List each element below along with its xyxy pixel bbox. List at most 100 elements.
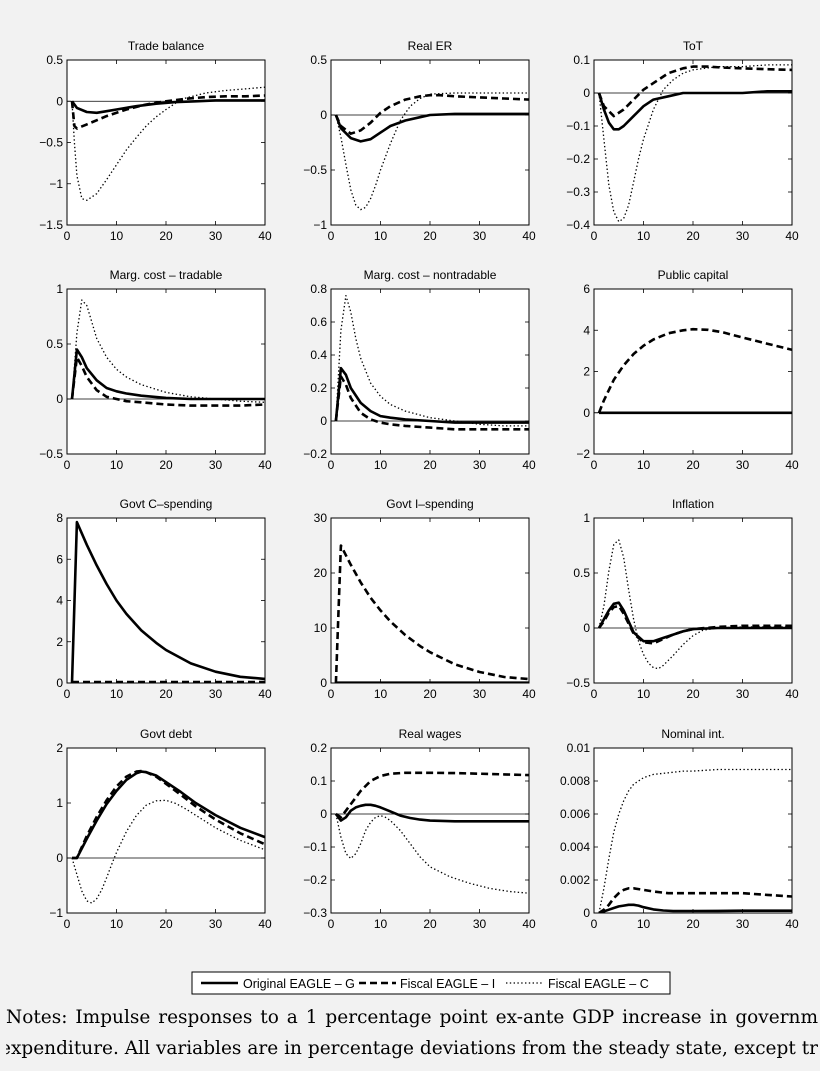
marg-cost-tradable-plot-area [67, 289, 265, 454]
govt-c-spending-ytick-label: 0 [56, 676, 63, 690]
tot-ytick-label: 0.1 [573, 53, 590, 67]
legend-label-original-g: Original EAGLE – G [243, 977, 355, 991]
real-er-xtick-label: 0 [328, 229, 335, 243]
govt-i-spending-xtick-label: 20 [423, 687, 437, 701]
chart-panel-marg-cost-nontradable: Marg. cost – nontradable 0 10 20 30 40 0.8 0.6 0… [303, 268, 536, 472]
inflation-ytick-label: −0.5 [566, 676, 590, 690]
marg-cost-nontradable-ytick-label: 0.6 [310, 315, 327, 329]
real-wages-ytick-label: 0 [320, 807, 327, 821]
tot-ytick-label: −0.2 [566, 152, 590, 166]
real-er-xtick-label: 40 [522, 229, 536, 243]
real-wages-series-dashed [335, 771, 529, 819]
real-wages-ytick-label: −0.2 [303, 873, 327, 887]
real-wages-ytick-label: 0.1 [310, 774, 327, 788]
real-wages-xtick-label: 10 [374, 917, 388, 931]
figure-notes: Notes: Impulse responses to a 1 percenta… [6, 1000, 818, 1071]
public-capital-xtick-label: 20 [686, 458, 700, 472]
marg-cost-nontradable-frame [330, 288, 530, 455]
inflation-xtick-label: 10 [637, 687, 651, 701]
marg-cost-nontradable-series-dashed [334, 375, 529, 431]
inflation-xtick-label: 20 [686, 687, 700, 701]
public-capital-xtick-label: 30 [736, 458, 750, 472]
inflation-plot-area [594, 518, 792, 683]
marg-cost-nontradable-xtick-label: 10 [374, 458, 388, 472]
govt-i-spending-frame [330, 517, 530, 684]
public-capital-ytick-label: 2 [583, 365, 590, 379]
govt-debt-series-dashed [72, 769, 265, 860]
marg-cost-nontradable-title: Marg. cost – nontradable [364, 268, 497, 282]
tot-xtick-label: 10 [637, 229, 651, 243]
govt-i-spending-xtick-label: 40 [522, 687, 536, 701]
nominal-int-ytick-label: 0.006 [560, 807, 590, 821]
govt-debt-xtick-label: 0 [64, 917, 71, 931]
govt-debt-frame [66, 747, 266, 914]
govt-i-spending-ytick-label: 30 [314, 511, 328, 525]
trade-balance-xtick-label: 20 [159, 229, 173, 243]
marg-cost-nontradable-ytick-label: −0.2 [303, 447, 327, 461]
trade-balance-xtick-label: 0 [64, 229, 71, 243]
govt-c-spending-xtick-label: 30 [209, 687, 223, 701]
govt-c-spending-xtick-label: 10 [110, 687, 124, 701]
trade-balance-ytick-label: −1 [49, 177, 63, 191]
nominal-int-xtick-label: 30 [736, 917, 750, 931]
nominal-int-xtick-label: 0 [591, 917, 598, 931]
govt-debt-ytick-label: 0 [56, 851, 63, 865]
marg-cost-tradable-ytick-label: 1 [56, 282, 63, 296]
govt-c-spending-xtick-label: 40 [258, 687, 272, 701]
govt-debt-xtick-label: 20 [159, 917, 173, 931]
nominal-int-ytick-label: 0.01 [567, 741, 591, 755]
legend-box [191, 971, 671, 995]
real-er-xtick-label: 10 [374, 229, 388, 243]
govt-c-spending-ytick-label: 4 [56, 594, 63, 608]
notes-line-1: Notes: Impulse responses to a 1 percenta… [6, 1007, 818, 1028]
real-er-ytick-label: 0.5 [310, 53, 327, 67]
govt-c-spending-ytick-label: 2 [56, 635, 63, 649]
tot-xtick-label: 0 [591, 229, 598, 243]
marg-cost-nontradable-ytick-label: 0.4 [310, 348, 327, 362]
chart-panel-govt-i-spending: Govt I–spending 0 10 20 30 40 30 20 10 0 [314, 497, 536, 701]
tot-ytick-label: −0.1 [566, 119, 590, 133]
real-wages-xtick-label: 20 [423, 917, 437, 931]
inflation-xtick-label: 40 [785, 687, 799, 701]
marg-cost-tradable-title: Marg. cost – tradable [110, 268, 223, 282]
marg-cost-tradable-series-dashed [70, 355, 265, 407]
nominal-int-xtick-label: 40 [785, 917, 799, 931]
marg-cost-nontradable-plot-area [331, 289, 529, 454]
govt-i-spending-plot-area [331, 518, 529, 683]
chart-panel-nominal-int: Nominal int. 0 10 20 30 40 0.01 0.008 0.006 0.004… [560, 727, 799, 931]
public-capital-xtick-label: 10 [637, 458, 651, 472]
real-er-xtick-label: 30 [473, 229, 487, 243]
trade-balance-xtick-label: 40 [258, 229, 272, 243]
real-er-ytick-label: −0.5 [303, 163, 327, 177]
inflation-xtick-label: 0 [591, 687, 598, 701]
tot-series-solid [597, 90, 792, 131]
marg-cost-tradable-xtick-label: 30 [209, 458, 223, 472]
trade-balance-xtick-label: 10 [110, 229, 124, 243]
govt-debt-title: Govt debt [140, 727, 193, 741]
real-er-title: Real ER [408, 39, 453, 53]
public-capital-ytick-label: −2 [576, 447, 590, 461]
public-capital-plot-area [594, 289, 792, 454]
govt-debt-xtick-label: 40 [258, 917, 272, 931]
nominal-int-xtick-label: 10 [637, 917, 651, 931]
marg-cost-tradable-xtick-label: 0 [64, 458, 71, 472]
govt-c-spending-xtick-label: 20 [159, 687, 173, 701]
real-er-series-solid [334, 112, 529, 143]
real-er-series-dashed [334, 93, 529, 135]
public-capital-xtick-label: 0 [591, 458, 598, 472]
chart-panel-real-er: Real ER 0 10 20 30 40 0.5 0 −0.5 −1 [303, 39, 536, 243]
real-er-xtick-label: 20 [423, 229, 437, 243]
govt-c-spending-ytick-label: 6 [56, 552, 63, 566]
marg-cost-tradable-ytick-label: −0.5 [39, 447, 63, 461]
real-wages-plot-area [331, 748, 529, 913]
nominal-int-ytick-label: 0.004 [560, 840, 590, 854]
real-er-frame [330, 59, 530, 226]
nominal-int-frame [593, 747, 793, 914]
trade-balance-series-dashed [70, 94, 265, 130]
real-wages-series-solid [334, 803, 529, 823]
govt-debt-ytick-label: −1 [49, 906, 63, 920]
